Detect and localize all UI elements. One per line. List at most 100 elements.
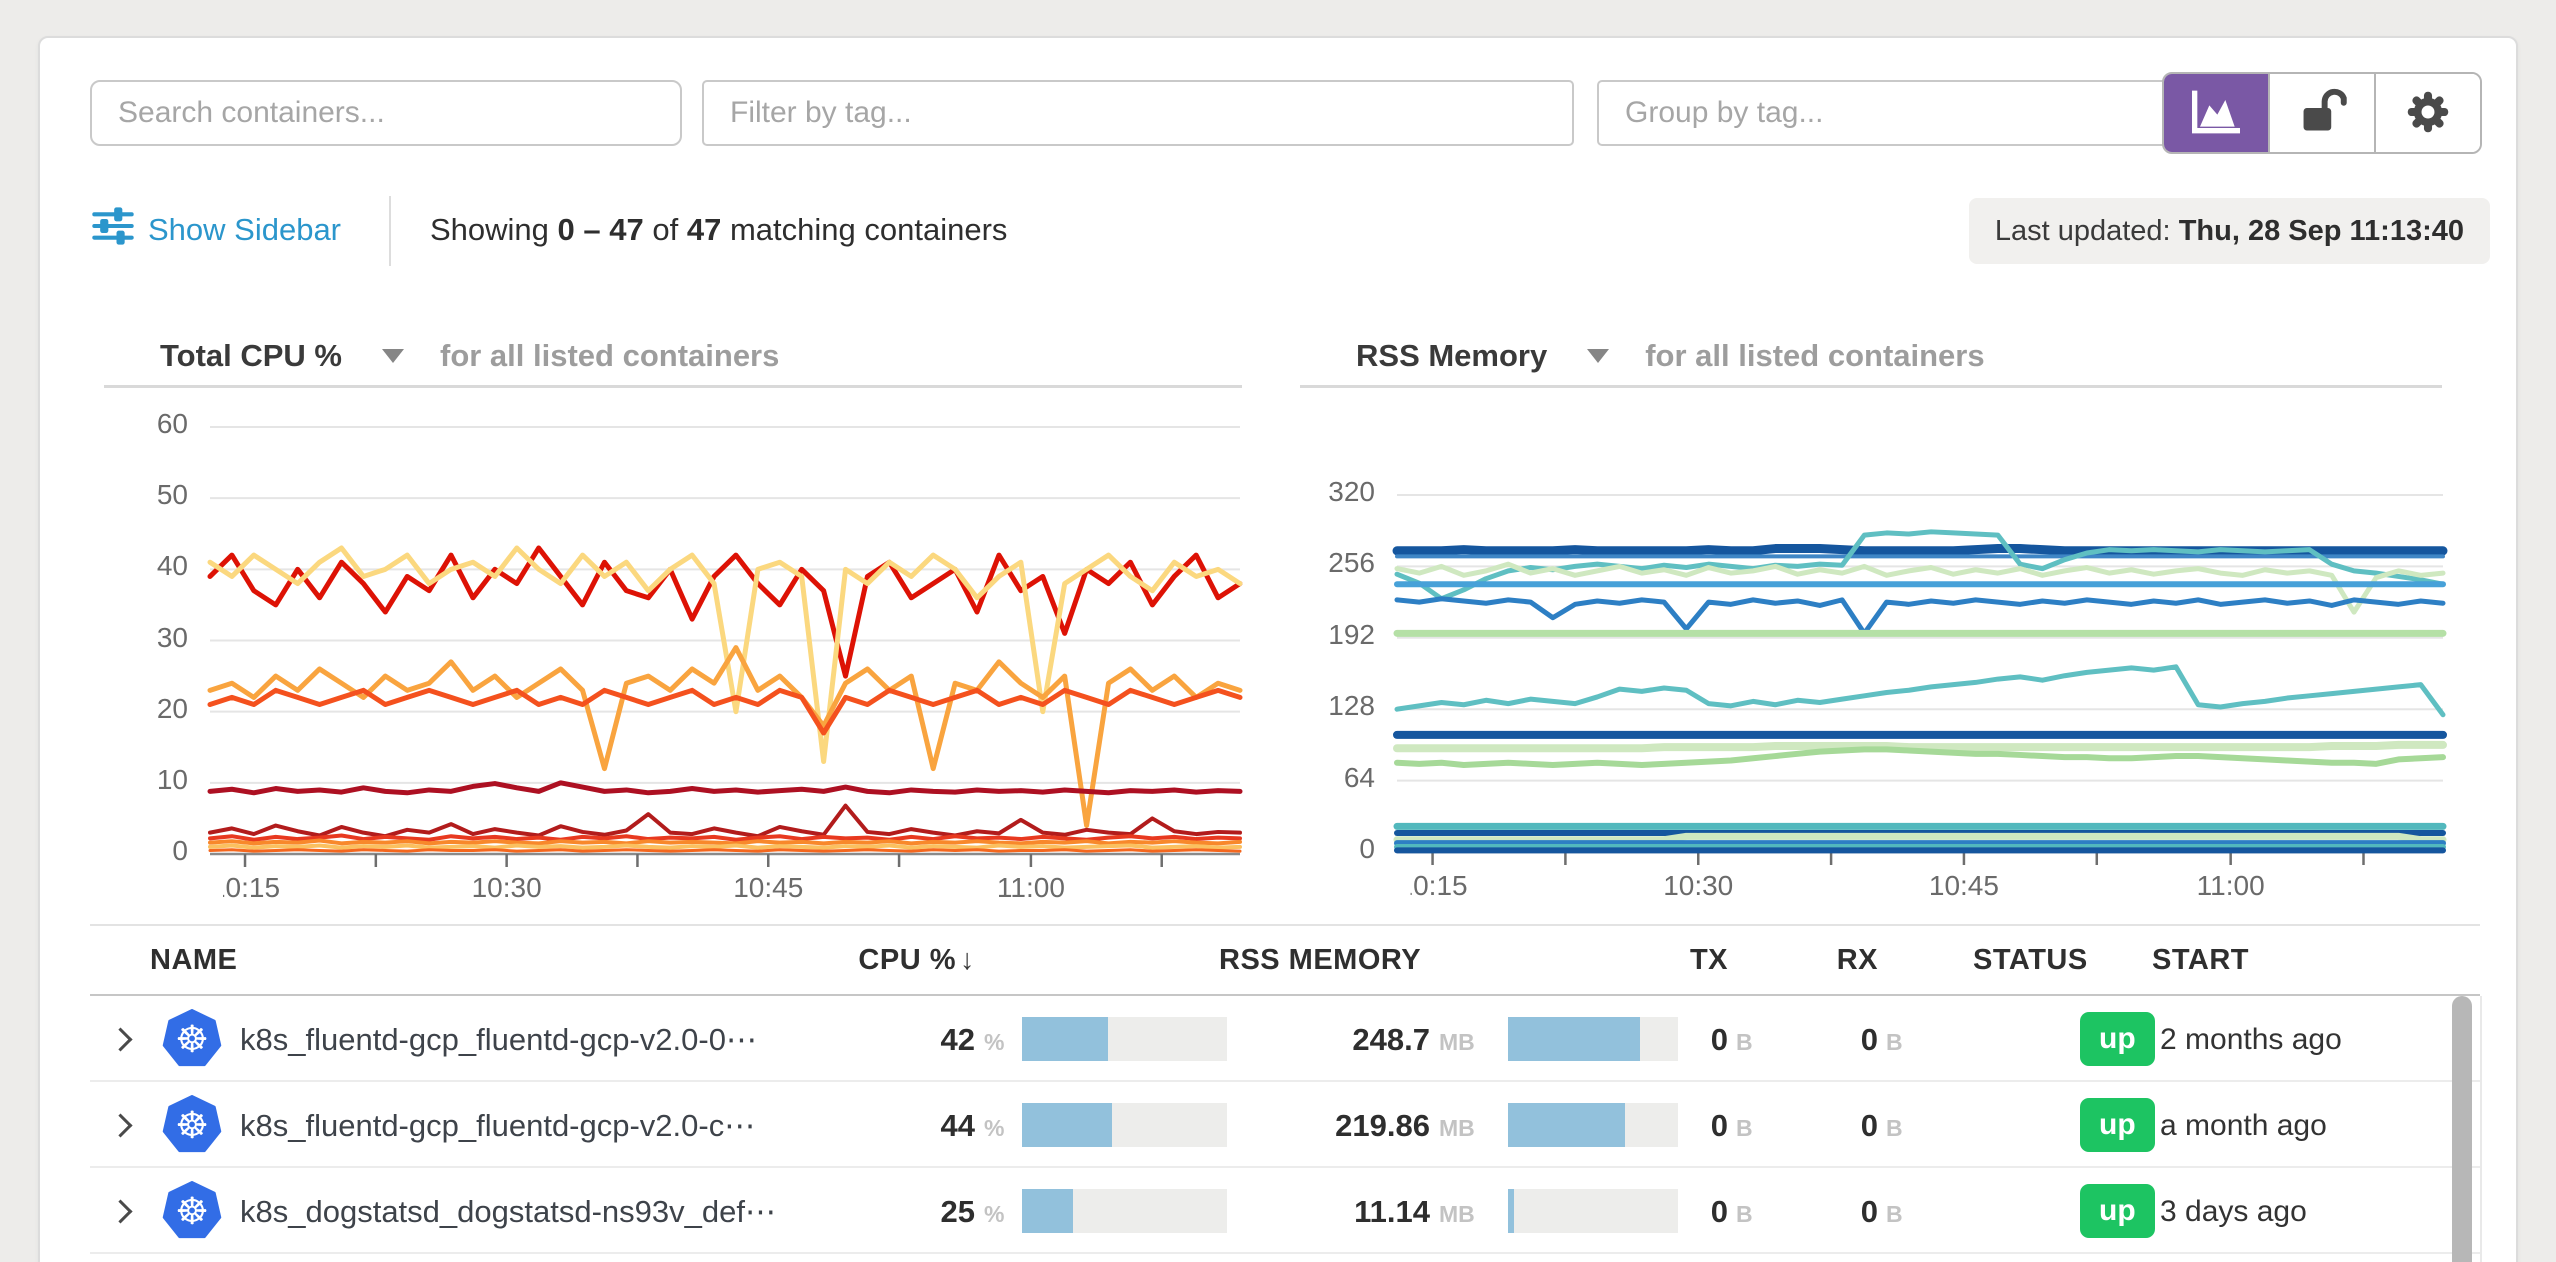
settings-button[interactable]	[2376, 74, 2480, 152]
series-mem-lightgreen-wavy	[1394, 561, 2446, 615]
svg-text:☸: ☸	[175, 1189, 209, 1233]
container-name: k8s_fluentd-gcp_fluentd-gcp-v2.0-c⋯	[240, 1108, 756, 1143]
table-row[interactable]: ☸ k8s_fluentd-gcp_fluentd-gcp-v2.0-0⋯ 42…	[90, 996, 2480, 1082]
showing-range: 0 – 47	[557, 212, 644, 247]
tx-value: 0	[1710, 1108, 1728, 1143]
tx-value: 0	[1710, 1194, 1728, 1229]
cpu-unit: %	[984, 1115, 1005, 1141]
kubernetes-icon: ☸	[162, 1095, 222, 1155]
kubernetes-icon: ☸	[162, 1009, 222, 1069]
cpu-bar	[1022, 1017, 1227, 1061]
rss-memory-bar	[1508, 1103, 1678, 1147]
memory-chart-header: RSS Memory for all listed containers	[1300, 326, 2442, 388]
rss-memory-value: 219.86	[1335, 1108, 1430, 1143]
series-cpu-band-lightorange	[208, 843, 1242, 850]
rx-value: 0	[1860, 1022, 1878, 1057]
memory-metric-selector[interactable]: RSS Memory	[1356, 338, 1610, 374]
container-name: k8s_dogstatsd_dogstatsd-ns93v_def⋯	[240, 1194, 776, 1229]
column-header-status[interactable]: STATUS	[1973, 944, 2088, 976]
cpu-chart-header: Total CPU % for all listed containers	[104, 326, 1242, 388]
rx-unit: B	[1886, 1115, 1903, 1141]
table-row-partial	[90, 1254, 2480, 1262]
cpu-bar	[1022, 1189, 1227, 1233]
showing-count-text: Showing 0 – 47 of 47 matching containers	[430, 212, 1008, 247]
kubernetes-icon: ☸	[162, 1181, 222, 1241]
chevron-down-icon	[382, 348, 404, 363]
gear-icon	[2401, 85, 2455, 142]
series-cpu-orange	[207, 645, 1243, 829]
cpu-value: 25	[940, 1194, 975, 1229]
tx-unit: B	[1736, 1029, 1753, 1055]
column-header-cpu[interactable]: CPU % ↓	[858, 944, 975, 976]
rss-memory-unit: MB	[1439, 1029, 1475, 1055]
series-cpu-band-orange	[208, 838, 1242, 846]
memory-chart-plot: 0 64 128 192 256 320 10:15 10:30 10:45 11:00	[1328, 442, 2448, 901]
column-header-tx[interactable]: TX	[1689, 944, 1728, 976]
divider	[2480, 996, 2482, 1262]
tx-unit: B	[1736, 1201, 1753, 1227]
table-header: NAME CPU % ↓ RSS MEMORY TX RX STATUS STAR…	[90, 924, 2480, 996]
cpu-value: 44	[940, 1108, 975, 1143]
unlock-icon	[2293, 88, 2351, 139]
rss-memory-value: 248.7	[1352, 1022, 1430, 1057]
status-badge: up	[2080, 1012, 2155, 1066]
memory-chart-subtitle: for all listed containers	[1645, 337, 1985, 373]
expand-row-chevron-icon[interactable]	[108, 1113, 133, 1138]
table-scrollbar-thumb[interactable]	[2452, 996, 2472, 1262]
series-mem-palegreen-93	[1393, 740, 2447, 753]
show-sidebar-label: Show Sidebar	[148, 212, 342, 247]
series-cpu-band-red	[208, 833, 1242, 842]
rx-value: 0	[1860, 1108, 1878, 1143]
series-cpu-band-base	[208, 848, 1242, 853]
showing-total: 47	[686, 212, 722, 247]
column-header-name[interactable]: NAME	[150, 944, 238, 976]
last-updated-value: Thu, 28 Sep 11:13:40	[2178, 215, 2464, 247]
sliders-icon	[92, 206, 134, 254]
filter-by-tag-input[interactable]	[702, 80, 1574, 146]
group-by-tag-input[interactable]	[1597, 80, 2179, 146]
sort-desc-icon: ↓	[960, 944, 975, 976]
rss-memory-unit: MB	[1439, 1201, 1475, 1227]
cpu-chart-title: Total CPU %	[160, 337, 342, 373]
cpu-chart-subtitle: for all listed containers	[440, 337, 780, 373]
chart-view-toggle-button[interactable]	[2164, 74, 2270, 152]
table-row[interactable]: ☸ k8s_fluentd-gcp_fluentd-gcp-v2.0-c⋯ 44…	[90, 1082, 2480, 1168]
column-header-start[interactable]: START	[2152, 944, 2250, 976]
rss-memory-bar	[1508, 1017, 1678, 1061]
column-header-rx[interactable]: RX	[1836, 944, 1878, 976]
search-input[interactable]	[90, 80, 682, 146]
lock-layout-button[interactable]	[2270, 74, 2376, 152]
series-cpu-yellow	[207, 545, 1243, 764]
rx-unit: B	[1886, 1201, 1903, 1227]
series-mem-green-wave	[1394, 746, 2446, 768]
expand-row-chevron-icon[interactable]	[108, 1027, 133, 1052]
rss-memory-bar	[1508, 1189, 1678, 1233]
series-cpu-redorange	[207, 687, 1243, 736]
view-options-button-group	[2162, 72, 2482, 154]
svg-text:☸: ☸	[175, 1103, 209, 1147]
expand-row-chevron-icon[interactable]	[108, 1199, 133, 1224]
container-name: k8s_fluentd-gcp_fluentd-gcp-v2.0-0⋯	[240, 1022, 757, 1057]
cpu-unit: %	[984, 1201, 1005, 1227]
cpu-unit: %	[984, 1029, 1005, 1055]
area-chart-icon	[2189, 88, 2243, 139]
start-time: 2 months ago	[2160, 1023, 2342, 1056]
start-time: 3 days ago	[2160, 1195, 2307, 1228]
tx-unit: B	[1736, 1115, 1753, 1141]
cpu-bar	[1022, 1103, 1227, 1147]
table-body: ☸ k8s_fluentd-gcp_fluentd-gcp-v2.0-0⋯ 42…	[90, 996, 2480, 1254]
svg-text:☸: ☸	[175, 1017, 209, 1061]
cpu-metric-selector[interactable]: Total CPU %	[160, 338, 404, 374]
show-sidebar-link[interactable]: Show Sidebar	[92, 206, 341, 254]
start-time: a month ago	[2160, 1109, 2327, 1142]
last-updated-badge: Last updated: Thu, 28 Sep 11:13:40	[1968, 198, 2490, 264]
status-badge: up	[2080, 1098, 2155, 1152]
rx-unit: B	[1886, 1029, 1903, 1055]
chevron-down-icon	[1587, 348, 1610, 363]
rss-memory-unit: MB	[1439, 1115, 1475, 1141]
table-row[interactable]: ☸ k8s_dogstatsd_dogstatsd-ns93v_def⋯ 25 …	[90, 1168, 2480, 1254]
series-mem-blue-jagged	[1394, 596, 2446, 636]
status-badge: up	[2080, 1184, 2155, 1238]
column-header-rss-memory[interactable]: RSS MEMORY	[1219, 944, 1422, 976]
